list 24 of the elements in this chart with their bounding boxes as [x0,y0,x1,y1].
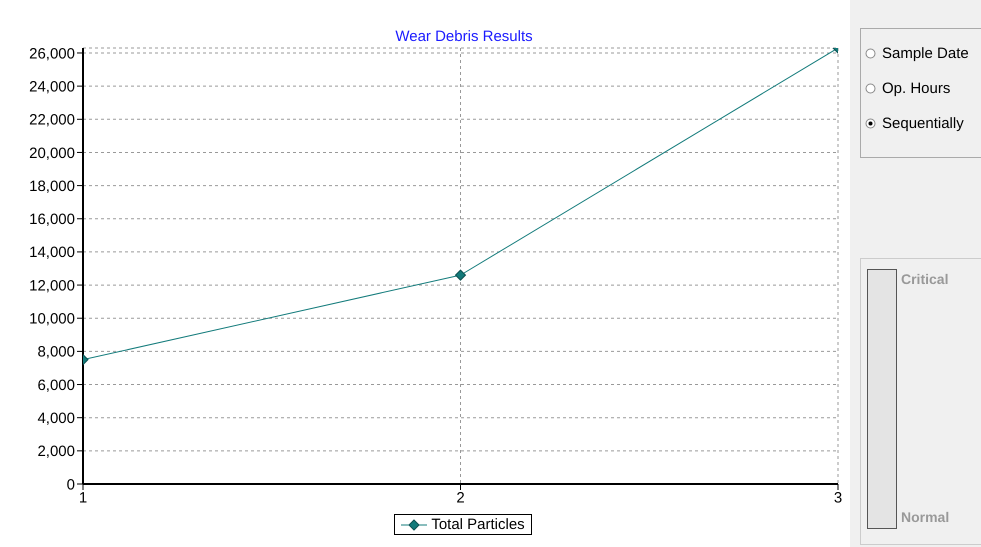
text: Normal [901,509,950,525]
text: Sequentially [882,115,964,132]
x-tick-label: 3 [834,490,842,507]
y-tick-label: 22,000 [29,112,75,129]
y-tick-label: 16,000 [29,211,75,228]
y-tick-label: 18,000 [29,178,75,195]
y-tick-label: 6,000 [37,376,75,394]
y-tick-label: 2,000 [37,443,75,460]
y-tick-label: 8,000 [37,344,75,361]
text: Critical [901,271,948,287]
y-tick-label: 12,000 [29,277,75,294]
text: Op. Hours [882,80,950,97]
y-tick-label: 20,000 [29,144,75,162]
y-tick-label: 26,000 [29,45,75,62]
chart-title: Wear Debris Results [394,28,534,45]
x-tick-label: 1 [78,490,88,507]
y-tick-label: 24,000 [29,78,75,96]
y-tick-label: 0 [66,476,75,494]
y-tick-label: 14,000 [29,244,75,262]
y-tick-label: 10,000 [29,310,75,328]
text: Sample Date [882,45,969,62]
legend-label: Total Particles [431,516,525,533]
y-tick-label: 4,000 [37,410,75,428]
x-tick-label: 2 [456,490,465,507]
